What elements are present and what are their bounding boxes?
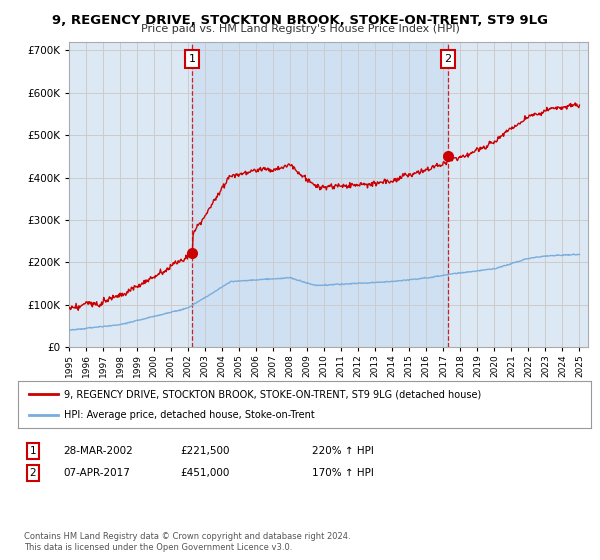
Text: 07-APR-2017: 07-APR-2017 bbox=[63, 468, 130, 478]
Bar bbox=[192, 42, 448, 347]
Text: Contains HM Land Registry data © Crown copyright and database right 2024.
This d: Contains HM Land Registry data © Crown c… bbox=[24, 532, 350, 552]
Text: 2: 2 bbox=[445, 54, 452, 64]
Text: 1: 1 bbox=[29, 446, 37, 456]
Text: HPI: Average price, detached house, Stoke-on-Trent: HPI: Average price, detached house, Stok… bbox=[64, 410, 314, 420]
Text: 28-MAR-2002: 28-MAR-2002 bbox=[63, 446, 133, 456]
Text: 170% ↑ HPI: 170% ↑ HPI bbox=[312, 468, 374, 478]
Text: 2: 2 bbox=[29, 468, 37, 478]
Text: 1: 1 bbox=[188, 54, 196, 64]
Text: 220% ↑ HPI: 220% ↑ HPI bbox=[312, 446, 374, 456]
Text: 9, REGENCY DRIVE, STOCKTON BROOK, STOKE-ON-TRENT, ST9 9LG: 9, REGENCY DRIVE, STOCKTON BROOK, STOKE-… bbox=[52, 14, 548, 27]
Text: £451,000: £451,000 bbox=[180, 468, 229, 478]
Text: Price paid vs. HM Land Registry's House Price Index (HPI): Price paid vs. HM Land Registry's House … bbox=[140, 24, 460, 34]
Text: £221,500: £221,500 bbox=[180, 446, 229, 456]
Text: 9, REGENCY DRIVE, STOCKTON BROOK, STOKE-ON-TRENT, ST9 9LG (detached house): 9, REGENCY DRIVE, STOCKTON BROOK, STOKE-… bbox=[64, 389, 481, 399]
